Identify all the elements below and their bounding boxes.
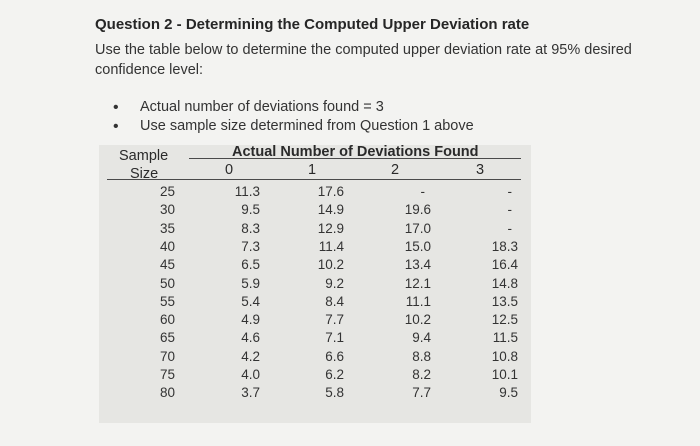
deviation-rate-cell: 10.1 xyxy=(491,367,518,382)
deviation-rate-cell: - xyxy=(507,202,513,218)
instruction-list: Actual number of deviations found = 3 Us… xyxy=(113,98,474,136)
deviation-rate-cell: 10.2 xyxy=(317,257,344,273)
sample-size-cell: 25 xyxy=(159,184,175,199)
deviation-rate-cell: 5.8 xyxy=(325,385,344,401)
sample-size-cell: 45 xyxy=(159,257,175,273)
deviation-rate-cell: 11.4 xyxy=(318,238,344,254)
instruction-item: Actual number of deviations found = 3 xyxy=(113,98,474,117)
deviation-rate-cell: 12.5 xyxy=(491,312,518,328)
deviation-rate-cell: 8.2 xyxy=(412,367,431,382)
sample-size-cell: 80 xyxy=(159,385,175,401)
sample-size-cell: 70 xyxy=(159,348,175,364)
deviation-rate-cell: - xyxy=(507,220,513,236)
deviation-rate-cell: 17.6 xyxy=(317,184,344,199)
deviation-rate-cell: - xyxy=(420,184,426,199)
instruction-item: Use sample size determined from Question… xyxy=(113,117,474,136)
deviation-rate-cell: 11.3 xyxy=(234,184,260,199)
column-header: 2 xyxy=(390,162,400,178)
deviation-rate-cell: 19.6 xyxy=(404,202,431,218)
deviation-rate-cell: 9.5 xyxy=(499,385,518,401)
deviation-rate-cell: - xyxy=(507,184,513,199)
sample-size-cell: 75 xyxy=(159,367,175,382)
deviation-rate-cell: 7.1 xyxy=(325,330,344,346)
row-header-size: Size xyxy=(130,166,159,182)
deviation-rate-cell: 6.6 xyxy=(325,348,344,364)
deviation-rate-table: Sample Size Actual Number of Deviations … xyxy=(99,144,531,423)
deviation-rate-cell: 4.0 xyxy=(241,367,260,382)
sample-size-cell: 40 xyxy=(159,238,175,254)
question-intro: Use the table below to determine the com… xyxy=(95,42,632,78)
deviation-rate-cell: 6.2 xyxy=(325,367,344,382)
sample-size-cell: 55 xyxy=(159,293,175,309)
deviation-rate-cell: 7.7 xyxy=(412,385,431,401)
deviation-rate-cell: 7.7 xyxy=(325,312,344,328)
deviation-rate-cell: 10.2 xyxy=(404,312,431,328)
table-header-rule xyxy=(107,179,521,180)
deviation-rate-cell: 6.5 xyxy=(241,257,260,273)
deviation-rate-cell: 9.5 xyxy=(241,202,260,218)
deviation-rate-cell: 13.4 xyxy=(404,257,431,273)
group-header: Actual Number of Deviations Found xyxy=(232,144,479,160)
deviation-rate-cell: 14.9 xyxy=(317,202,344,218)
deviation-rate-cell: 8.4 xyxy=(325,293,344,309)
question-title: Question 2 - Determining the Computed Up… xyxy=(95,16,530,33)
deviation-rate-cell: 5.9 xyxy=(241,275,260,291)
deviation-rate-cell: 16.4 xyxy=(491,257,518,273)
deviation-rate-cell: 8.3 xyxy=(241,220,260,236)
deviation-rate-cell: 11.1 xyxy=(405,293,431,309)
deviation-rate-cell: 5.4 xyxy=(241,293,260,309)
deviation-rate-cell: 12.1 xyxy=(404,275,431,291)
group-header-rule xyxy=(189,158,521,159)
deviation-rate-cell: 4.9 xyxy=(241,312,260,328)
sample-size-cell: 30 xyxy=(159,202,175,218)
column-header: 3 xyxy=(475,162,485,178)
deviation-rate-cell: 4.2 xyxy=(241,348,260,364)
deviation-rate-cell: 3.7 xyxy=(241,385,260,401)
deviation-rate-cell: 10.8 xyxy=(491,348,518,364)
deviation-rate-cell: 18.3 xyxy=(491,238,518,254)
column-header: 1 xyxy=(307,162,317,178)
deviation-rate-cell: 17.0 xyxy=(404,220,431,236)
sample-size-cell: 60 xyxy=(159,312,175,328)
row-header-sample: Sample xyxy=(119,148,169,164)
deviation-rate-cell: 4.6 xyxy=(241,330,260,346)
sample-size-cell: 35 xyxy=(159,220,175,236)
deviation-rate-cell: 14.8 xyxy=(491,275,518,291)
column-header: 0 xyxy=(224,162,234,178)
sample-size-cell: 65 xyxy=(159,330,175,346)
deviation-rate-cell: 9.2 xyxy=(325,275,344,291)
deviation-rate-cell: 13.5 xyxy=(491,293,518,309)
deviation-rate-cell: 9.4 xyxy=(412,330,431,346)
deviation-rate-cell: 15.0 xyxy=(404,238,431,254)
deviation-rate-cell: 7.3 xyxy=(241,238,260,254)
deviation-rate-cell: 11.5 xyxy=(492,330,518,346)
deviation-rate-cell: 12.9 xyxy=(317,220,344,236)
deviation-rate-cell: 8.8 xyxy=(412,348,431,364)
sample-size-cell: 50 xyxy=(159,275,175,291)
